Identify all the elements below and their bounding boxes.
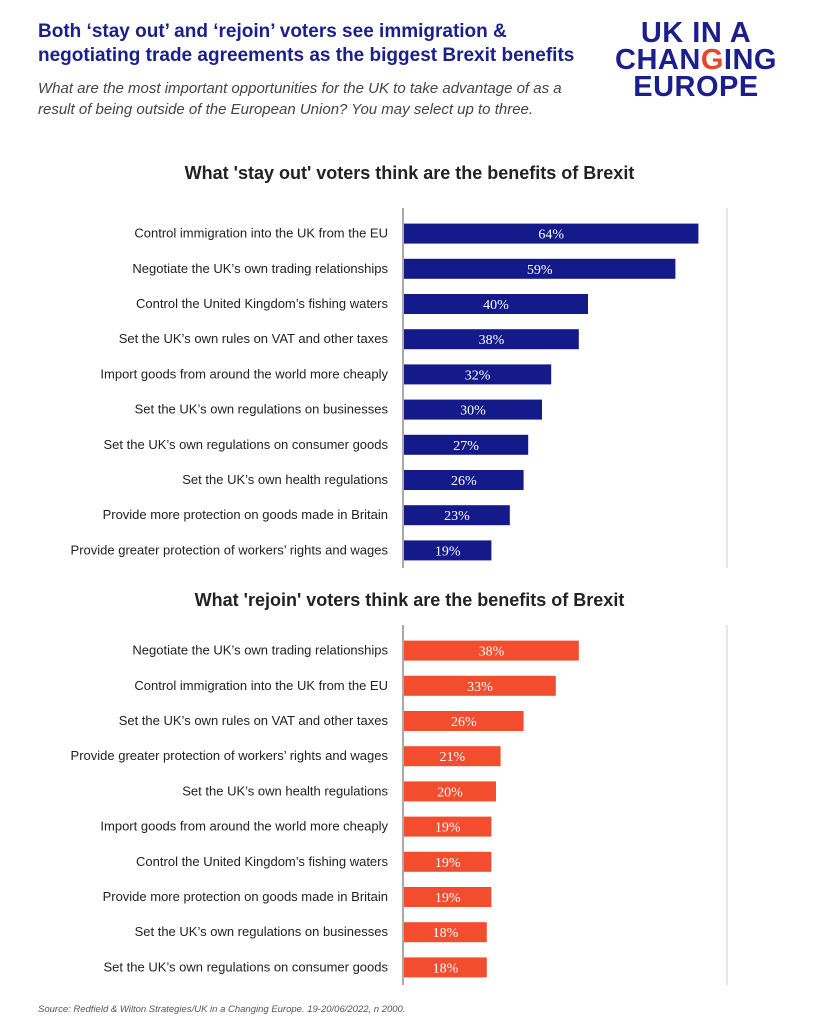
category-label: Control the United Kingdom’s fishing wat… bbox=[136, 296, 388, 311]
bar bbox=[404, 505, 510, 526]
bar-value-label: 26% bbox=[451, 715, 477, 730]
stay-out-bar-chart: Control immigration into the UK from the… bbox=[71, 208, 728, 568]
logo-line-1: UK IN A bbox=[640, 17, 752, 49]
category-label: Set the UK’s own regulations on business… bbox=[135, 924, 389, 939]
subtitle: What are the most important opportunitie… bbox=[38, 80, 562, 118]
category-label: Negotiate the UK’s own trading relations… bbox=[132, 261, 388, 276]
category-label: Provide more protection on goods made in… bbox=[103, 889, 388, 904]
category-label: Negotiate the UK’s own trading relations… bbox=[132, 643, 388, 658]
category-label: Provide greater protection of workers’ r… bbox=[71, 542, 389, 557]
bar bbox=[404, 329, 579, 350]
chart-title-stay-out: What 'stay out' voters think are the ben… bbox=[184, 163, 635, 183]
category-label: Set the UK’s own regulations on consumer… bbox=[104, 959, 389, 974]
category-label: Control the United Kingdom’s fishing wat… bbox=[136, 854, 388, 869]
bar-value-label: 19% bbox=[435, 544, 461, 559]
bar-value-label: 27% bbox=[453, 439, 479, 454]
bar bbox=[404, 470, 524, 490]
category-label: Set the UK’s own regulations on consumer… bbox=[104, 437, 389, 452]
headline: Both ‘stay out’ and ‘rejoin’ voters see … bbox=[38, 21, 575, 66]
bar bbox=[404, 223, 699, 244]
bar bbox=[404, 957, 487, 978]
bar bbox=[404, 675, 556, 696]
bar bbox=[404, 851, 492, 872]
bar-value-label: 20% bbox=[437, 785, 463, 800]
bar-value-label: 26% bbox=[451, 474, 477, 489]
category-label: Import goods from around the world more … bbox=[100, 819, 388, 834]
logo-line-2: CHANGING bbox=[615, 44, 777, 76]
category-label: Control immigration into the UK from the… bbox=[134, 678, 388, 693]
source-note: Source: Redfield & Wilton Strategies/UK … bbox=[38, 1004, 406, 1015]
bar-value-label: 40% bbox=[483, 298, 509, 313]
bar-value-label: 23% bbox=[444, 509, 470, 524]
bar-value-label: 64% bbox=[538, 228, 564, 243]
bar bbox=[404, 540, 492, 561]
category-label: Set the UK’s own regulations on business… bbox=[135, 402, 389, 417]
category-label: Provide more protection on goods made in… bbox=[103, 507, 388, 522]
category-label: Provide greater protection of workers’ r… bbox=[71, 748, 389, 763]
chart-title-rejoin: What 'rejoin' voters think are the benef… bbox=[194, 590, 625, 610]
bar-value-label: 19% bbox=[435, 891, 461, 906]
bar bbox=[404, 640, 579, 661]
bar-value-label: 18% bbox=[433, 926, 459, 941]
bar-value-label: 32% bbox=[465, 368, 491, 383]
bar-value-label: 19% bbox=[435, 856, 461, 871]
bar bbox=[404, 922, 487, 943]
category-label: Control immigration into the UK from the… bbox=[134, 226, 388, 241]
bar bbox=[404, 364, 552, 385]
bar-value-label: 18% bbox=[433, 961, 459, 976]
bar-value-label: 19% bbox=[435, 821, 461, 836]
bar-value-label: 38% bbox=[479, 333, 505, 348]
bar bbox=[404, 399, 542, 420]
bar bbox=[404, 258, 676, 279]
uk-in-a-changing-europe-logo: UK IN A CHANGING EUROPE bbox=[606, 17, 786, 103]
bar-value-label: 21% bbox=[439, 750, 465, 765]
bar bbox=[404, 746, 501, 767]
logo-line-3: EUROPE bbox=[633, 71, 759, 103]
category-label: Set the UK’s own health regulations bbox=[182, 472, 388, 487]
rejoin-bar-chart: Negotiate the UK’s own trading relations… bbox=[71, 625, 728, 985]
bar-value-label: 30% bbox=[460, 404, 486, 419]
bar-value-label: 59% bbox=[527, 263, 553, 278]
bar bbox=[404, 294, 588, 314]
bar-value-label: 38% bbox=[479, 645, 505, 660]
bar bbox=[404, 434, 529, 455]
bar bbox=[404, 781, 496, 802]
bar bbox=[404, 816, 492, 837]
category-label: Set the UK’s own rules on VAT and other … bbox=[119, 331, 389, 346]
bar bbox=[404, 711, 524, 731]
bar bbox=[404, 887, 492, 907]
category-label: Import goods from around the world more … bbox=[100, 366, 388, 381]
category-label: Set the UK’s own health regulations bbox=[182, 783, 388, 798]
category-label: Set the UK’s own rules on VAT and other … bbox=[119, 713, 389, 728]
bar-value-label: 33% bbox=[467, 680, 493, 695]
